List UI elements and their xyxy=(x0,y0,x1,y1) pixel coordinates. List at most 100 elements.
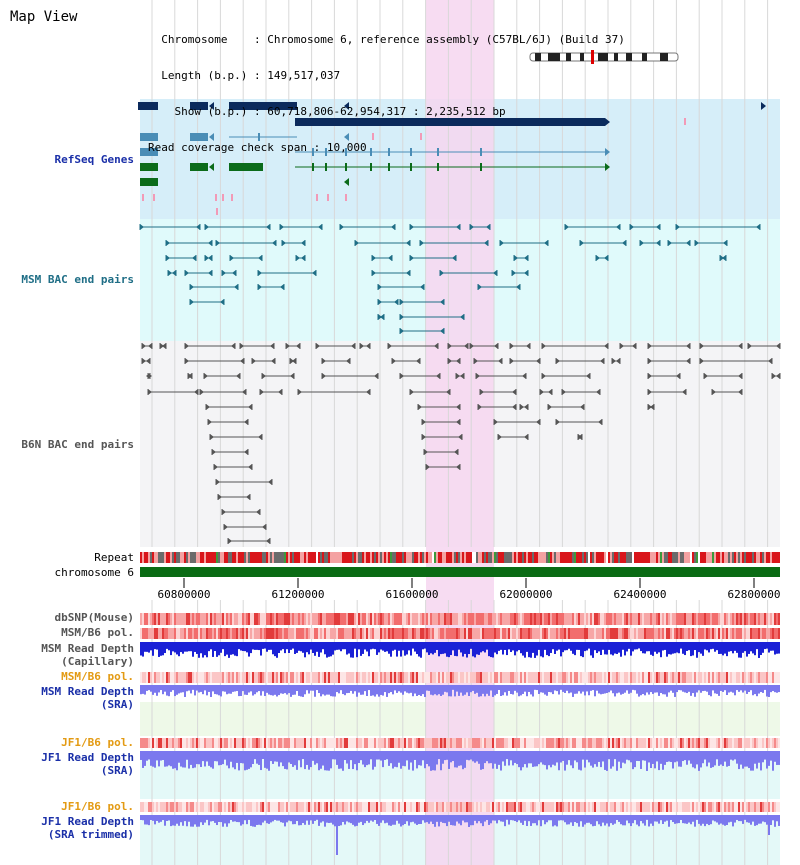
jf1-trimmed-depth-bar xyxy=(406,815,408,822)
msm-capillary-depth-bar xyxy=(352,642,354,658)
track-label-b6n-bac[interactable]: B6N BAC end pairs xyxy=(21,438,134,451)
repeat-element xyxy=(744,552,746,563)
repeat-element xyxy=(632,552,634,563)
jf1-b6-pol-density xyxy=(540,802,542,812)
msm-sra-depth-bar xyxy=(344,685,346,696)
dbsnp-density xyxy=(654,613,656,625)
dbsnp-density xyxy=(590,613,592,625)
jf1-b6-pol-density xyxy=(742,738,744,748)
msm-b6-pol-density xyxy=(628,672,630,683)
repeat-element xyxy=(606,552,608,563)
jf1-trimmed-depth-bar xyxy=(394,815,396,825)
jf1-trimmed-depth-bar xyxy=(612,815,614,825)
jf1-b6-pol-density xyxy=(488,738,490,748)
jf1-b6-pol-density xyxy=(478,738,480,748)
msm-b6-pol-density xyxy=(292,672,294,683)
jf1-b6-pol-density xyxy=(618,802,620,812)
msm-b6-pol-density xyxy=(560,628,562,639)
msm-b6-pol-density xyxy=(452,628,454,639)
jf1-b6-pol-density xyxy=(352,738,354,748)
strand-arrow xyxy=(406,270,410,276)
strand-arrow xyxy=(458,434,462,440)
repeat-element xyxy=(478,552,480,563)
msm-capillary-depth-bar xyxy=(664,642,666,650)
msm-b6-pol-density xyxy=(720,628,722,639)
msm-capillary-depth-bar xyxy=(530,642,532,658)
jf1-sra-depth-bar xyxy=(636,751,638,761)
track-label-jf1-depth-trim[interactable]: JF1 Read Depth xyxy=(41,815,134,828)
strand-arrow xyxy=(232,270,236,276)
dbsnp-density xyxy=(558,613,560,625)
dbsnp-density xyxy=(194,613,196,625)
msm-b6-pol-density xyxy=(416,628,418,639)
dbsnp-density xyxy=(746,613,748,625)
msm-b6-pol-density xyxy=(314,628,316,639)
msm-b6-pol-density xyxy=(430,672,432,683)
jf1-b6-pol-density xyxy=(658,802,660,812)
jf1-b6-pol-density xyxy=(698,738,700,748)
jf1-trimmed-depth-bar xyxy=(660,815,662,821)
track-label-jf1-depth-sra[interactable]: JF1 Read Depth xyxy=(41,751,134,764)
msm-b6-pol-density xyxy=(776,672,778,683)
jf1-b6-pol-density xyxy=(310,738,312,748)
jf1-b6-pol-density xyxy=(622,738,624,748)
msm-capillary-depth-bar xyxy=(266,642,268,652)
jf1-sra-depth-bar xyxy=(764,751,766,760)
track-label-msm-depth-sra[interactable]: MSM Read Depth xyxy=(41,685,134,698)
msm-capillary-depth-bar xyxy=(144,642,146,652)
jf1-b6-pol-density xyxy=(314,802,316,812)
msm-b6-pol-density xyxy=(146,672,148,683)
repeat-element xyxy=(436,552,438,563)
msm-b6-pol-density xyxy=(228,672,230,683)
msm-b6-pol-density xyxy=(256,672,258,683)
jf1-sra-depth-bar xyxy=(672,751,674,769)
jf1-trimmed-depth-bar xyxy=(480,815,482,824)
jf1-b6-pol-density xyxy=(196,738,198,748)
track-label-refseq-genes[interactable]: RefSeq Genes xyxy=(54,153,134,166)
jf1-sra-depth-bar xyxy=(778,751,780,765)
track-label-repeat[interactable]: Repeat xyxy=(94,551,134,564)
msm-capillary-depth-bar xyxy=(666,642,668,657)
gene-exon-block xyxy=(140,148,158,156)
jf1-b6-pol-density xyxy=(770,738,772,748)
msm-b6-pol-density xyxy=(276,628,278,639)
dbsnp-density xyxy=(346,613,348,625)
jf1-sra-depth-bar xyxy=(282,751,284,767)
jf1-sra-depth-bar xyxy=(436,751,438,765)
dbsnp-density xyxy=(234,613,236,625)
jf1-sra-depth-bar xyxy=(424,751,426,769)
jf1-trimmed-depth-bar xyxy=(182,815,184,826)
repeat-element xyxy=(592,552,594,563)
msm-b6-pol-density xyxy=(140,628,142,639)
dbsnp-density xyxy=(716,613,718,625)
track-label-jf1-b6-pol-2[interactable]: JF1/B6 pol. xyxy=(61,800,134,813)
repeat-element xyxy=(426,552,428,563)
track-label-jf1-b6-pol-1[interactable]: JF1/B6 pol. xyxy=(61,736,134,749)
track-label-msm-depth-cap[interactable]: MSM Read Depth xyxy=(41,642,134,655)
jf1-b6-pol-density xyxy=(318,738,320,748)
strand-arrow xyxy=(648,358,652,364)
msm-b6-pol-density xyxy=(348,672,350,683)
repeat-element xyxy=(672,552,674,563)
msm-sra-depth-bar xyxy=(312,685,314,691)
dbsnp-density xyxy=(188,613,190,625)
track-label-msm-b6-pol-1[interactable]: MSM/B6 pol. xyxy=(61,626,134,639)
msm-sra-depth-bar xyxy=(594,685,596,697)
jf1-sra-depth-bar xyxy=(508,751,510,766)
msm-capillary-depth-bar xyxy=(594,642,596,651)
jf1-b6-pol-density xyxy=(166,738,168,748)
jf1-trimmed-depth-bar xyxy=(698,815,700,824)
msm-b6-pol-density xyxy=(478,672,480,683)
msm-b6-pol-density xyxy=(754,628,756,639)
track-label-msm-bac[interactable]: MSM BAC end pairs xyxy=(21,273,134,286)
repeat-element xyxy=(658,552,660,563)
msm-sra-depth-bar xyxy=(768,685,770,697)
track-label-dbsnp[interactable]: dbSNP(Mouse) xyxy=(54,611,134,624)
jf1-trimmed-depth-bar xyxy=(694,815,696,827)
jf1-sra-depth-bar xyxy=(654,751,656,769)
track-label-msm-b6-pol-2[interactable]: MSM/B6 pol. xyxy=(61,670,134,683)
repeat-element xyxy=(356,552,358,563)
gene-feature-mark xyxy=(153,194,155,201)
msm-capillary-depth-bar xyxy=(436,642,438,650)
